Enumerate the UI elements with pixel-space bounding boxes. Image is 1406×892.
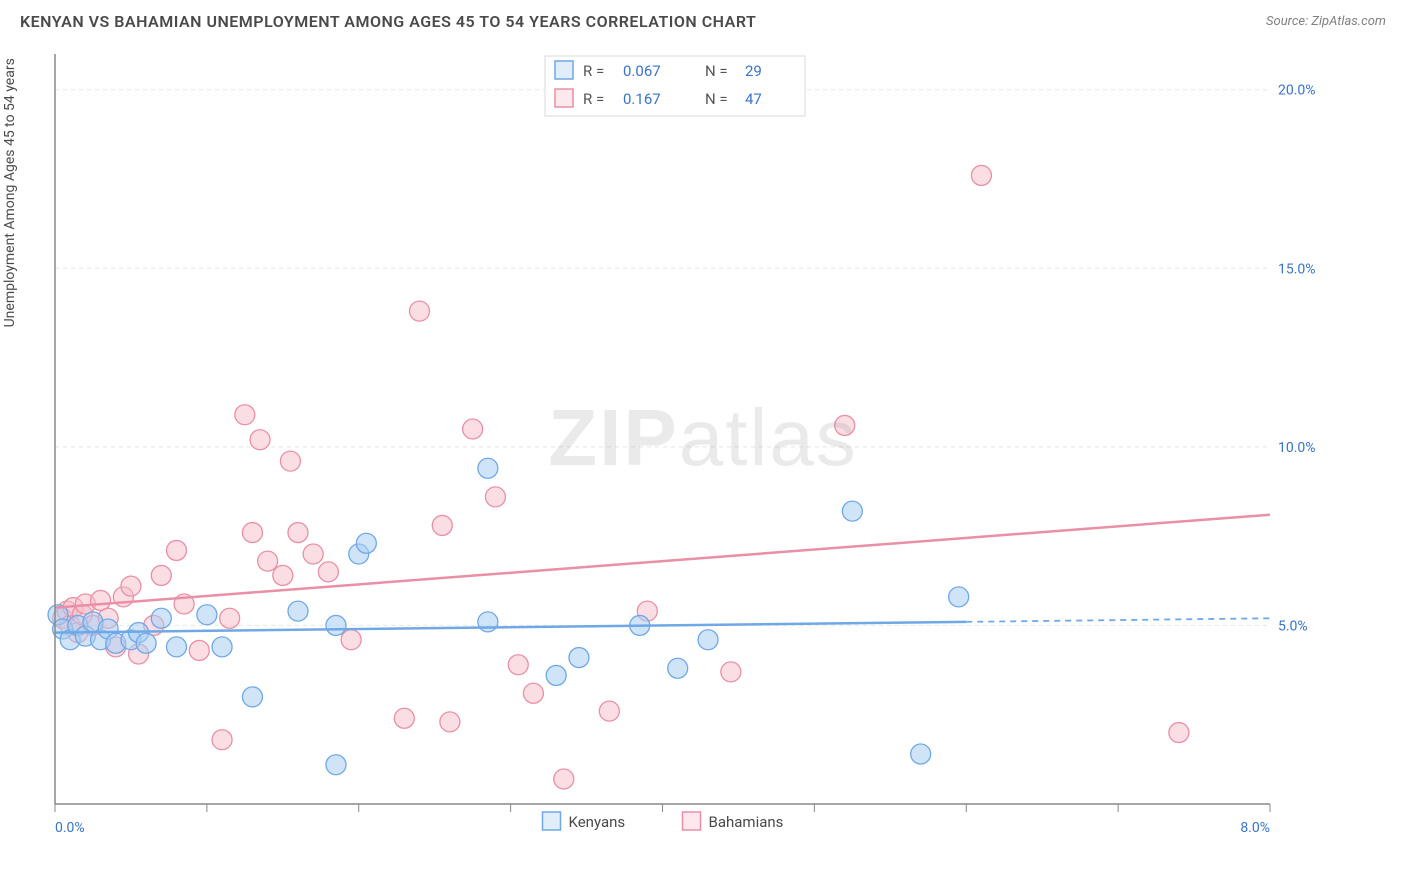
scatter-point-kenyans: [478, 458, 498, 478]
scatter-point-kenyans: [546, 665, 566, 685]
x-tick-label: 0.0%: [55, 820, 85, 836]
source-attribution: Source: ZipAtlas.com: [1266, 14, 1386, 29]
scatter-point-kenyans: [698, 630, 718, 650]
scatter-point-bahamians: [508, 655, 528, 675]
stats-swatch-bahamians: [555, 89, 573, 107]
scatter-point-kenyans: [668, 658, 688, 678]
scatter-point-kenyans: [167, 637, 187, 657]
scatter-point-kenyans: [288, 601, 308, 621]
scatter-point-bahamians: [250, 430, 270, 450]
y-tick-label: 15.0%: [1278, 261, 1316, 277]
scatter-point-bahamians: [258, 551, 278, 571]
scatter-point-bahamians: [212, 730, 232, 750]
scatter-point-kenyans: [911, 744, 931, 764]
scatter-point-kenyans: [478, 612, 498, 632]
scatter-point-bahamians: [341, 630, 361, 650]
correlation-chart: Unemployment Among Ages 45 to 54 years Z…: [20, 44, 1386, 864]
scatter-point-kenyans: [212, 637, 232, 657]
scatter-point-bahamians: [485, 487, 505, 507]
scatter-point-bahamians: [1169, 723, 1189, 743]
scatter-point-bahamians: [432, 515, 452, 535]
scatter-point-bahamians: [721, 662, 741, 682]
scatter-point-bahamians: [151, 565, 171, 585]
stats-r-label: R =: [583, 62, 604, 80]
stats-n-value-bahamians: 47: [745, 90, 762, 108]
stats-n-label: N =: [705, 90, 728, 108]
scatter-point-bahamians: [167, 540, 187, 560]
legend-swatch-kenyans: [543, 812, 561, 830]
y-tick-label: 20.0%: [1278, 83, 1316, 99]
scatter-point-bahamians: [410, 301, 430, 321]
scatter-point-kenyans: [949, 587, 969, 607]
scatter-point-bahamians: [463, 419, 483, 439]
stats-n-value-kenyans: 29: [745, 62, 762, 80]
stats-n-label: N =: [705, 62, 728, 80]
scatter-point-bahamians: [288, 523, 308, 543]
stats-r-value-bahamians: 0.167: [623, 90, 661, 108]
chart-svg: 5.0% 10.0% 15.0% 20.0% 0.0% 8.0% R = 0.067 N = 29…: [20, 44, 1350, 864]
scatter-point-kenyans: [242, 687, 262, 707]
stats-swatch-kenyans: [555, 61, 573, 79]
scatter-point-bahamians: [554, 769, 574, 789]
scatter-point-kenyans: [151, 608, 171, 628]
scatter-point-bahamians: [394, 708, 414, 728]
scatter-point-bahamians: [91, 590, 111, 610]
scatter-point-bahamians: [220, 608, 240, 628]
scatter-point-kenyans: [136, 633, 156, 653]
legend-label-kenyans: Kenyans: [569, 813, 626, 831]
scatter-point-bahamians: [273, 565, 293, 585]
legend-swatch-bahamians: [683, 812, 701, 830]
trend-line-bahamians: [55, 515, 1270, 608]
scatter-point-kenyans: [569, 648, 589, 668]
y-tick-label: 5.0%: [1278, 618, 1308, 634]
scatter-point-kenyans: [356, 533, 376, 553]
y-axis-label: Unemployment Among Ages 45 to 54 years: [2, 58, 18, 327]
scatter-point-bahamians: [303, 544, 323, 564]
scatter-point-kenyans: [326, 755, 346, 775]
scatter-point-bahamians: [189, 640, 209, 660]
page-title: KENYAN VS BAHAMIAN UNEMPLOYMENT AMONG AG…: [20, 12, 756, 31]
stats-r-value-kenyans: 0.067: [623, 62, 661, 80]
scatter-point-kenyans: [326, 615, 346, 635]
y-tick-label: 10.0%: [1278, 440, 1316, 456]
scatter-point-kenyans: [197, 605, 217, 625]
legend-label-bahamians: Bahamians: [709, 813, 784, 831]
scatter-point-bahamians: [971, 165, 991, 185]
scatter-point-bahamians: [835, 415, 855, 435]
scatter-point-bahamians: [440, 712, 460, 732]
scatter-point-bahamians: [523, 683, 543, 703]
scatter-point-kenyans: [842, 501, 862, 521]
trend-line-dash-kenyans: [966, 618, 1270, 622]
scatter-point-bahamians: [121, 576, 141, 596]
stats-r-label: R =: [583, 90, 604, 108]
x-tick-label: 8.0%: [1240, 820, 1270, 836]
scatter-point-bahamians: [599, 701, 619, 721]
scatter-point-bahamians: [318, 562, 338, 582]
scatter-point-bahamians: [242, 523, 262, 543]
scatter-point-bahamians: [280, 451, 300, 471]
scatter-point-bahamians: [235, 405, 255, 425]
trend-line-kenyans: [55, 622, 966, 633]
